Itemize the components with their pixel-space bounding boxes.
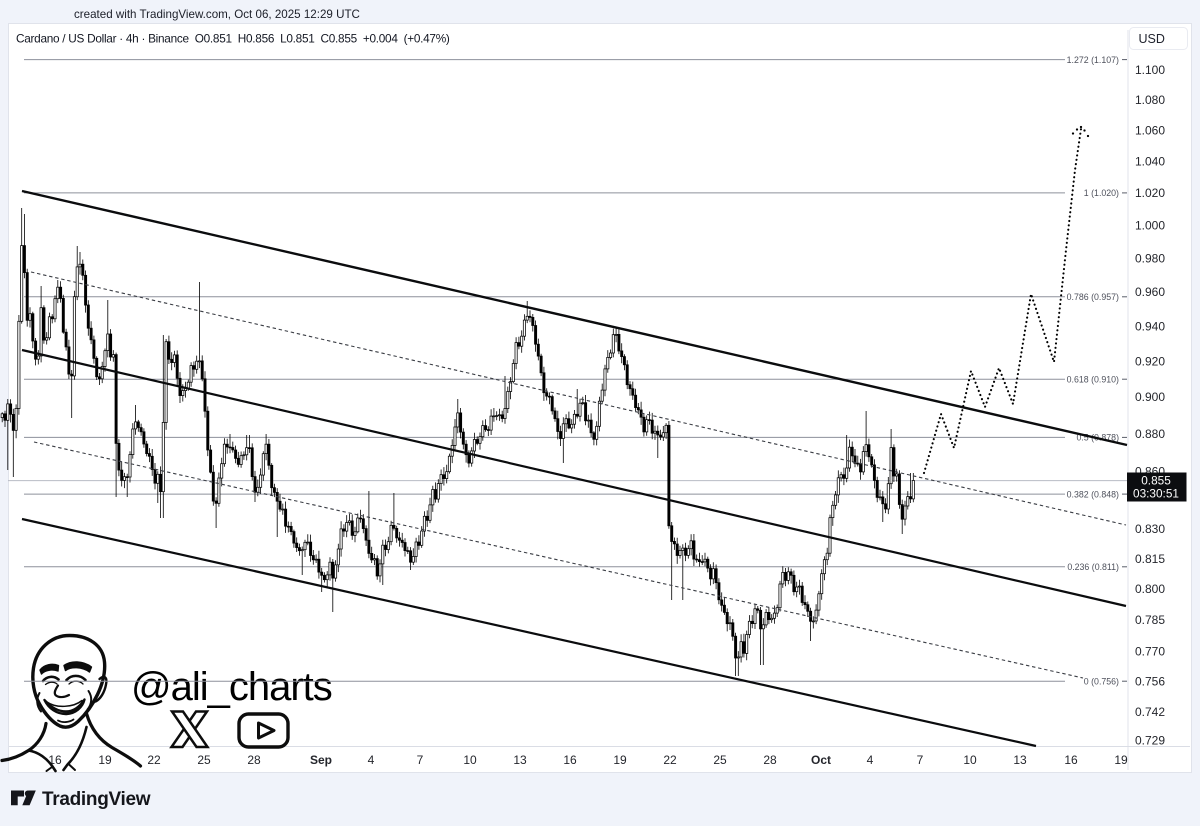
svg-text:0.800: 0.800 (1135, 582, 1165, 596)
svg-text:28: 28 (247, 753, 261, 767)
svg-text:13: 13 (513, 753, 527, 767)
svg-text:Oct: Oct (811, 753, 831, 767)
svg-text:0.756: 0.756 (1135, 674, 1165, 688)
svg-text:19: 19 (1114, 753, 1128, 767)
svg-text:TradingView: TradingView (42, 789, 151, 810)
svg-text:1.020: 1.020 (1135, 186, 1165, 200)
svg-text:1.272 (1.107): 1.272 (1.107) (1067, 55, 1119, 65)
svg-text:1 (1.020): 1 (1.020) (1084, 188, 1119, 198)
svg-text:0.940: 0.940 (1135, 319, 1165, 333)
svg-text:0.830: 0.830 (1135, 522, 1165, 536)
svg-text:0.786 (0.957): 0.786 (0.957) (1067, 292, 1119, 302)
svg-text:4: 4 (867, 753, 874, 767)
svg-text:19: 19 (613, 753, 627, 767)
svg-text:03:30:51: 03:30:51 (1133, 487, 1179, 501)
svg-text:10: 10 (463, 753, 477, 767)
svg-text:0.729: 0.729 (1135, 734, 1165, 748)
svg-text:0.382 (0.848): 0.382 (0.848) (1067, 489, 1119, 499)
svg-text:1.080: 1.080 (1135, 93, 1165, 107)
svg-text:USD: USD (1139, 32, 1165, 46)
svg-text:16: 16 (1064, 753, 1078, 767)
svg-text:0.900: 0.900 (1135, 390, 1165, 404)
svg-text:22: 22 (663, 753, 677, 767)
svg-text:10: 10 (963, 753, 977, 767)
svg-text:16: 16 (563, 753, 577, 767)
svg-text:25: 25 (197, 753, 211, 767)
svg-text:4: 4 (368, 753, 375, 767)
svg-text:22: 22 (147, 753, 161, 767)
svg-text:0.920: 0.920 (1135, 354, 1165, 368)
svg-text:1.060: 1.060 (1135, 124, 1165, 138)
svg-text:0.980: 0.980 (1135, 251, 1165, 265)
svg-text:7: 7 (917, 753, 924, 767)
svg-text:25: 25 (713, 753, 727, 767)
svg-text:0.742: 0.742 (1135, 705, 1165, 719)
svg-text:0.960: 0.960 (1135, 285, 1165, 299)
svg-text:0.236 (0.811): 0.236 (0.811) (1067, 562, 1119, 572)
svg-text:7: 7 (417, 753, 424, 767)
svg-text:0.618 (0.910): 0.618 (0.910) (1067, 374, 1119, 384)
svg-text:0.855: 0.855 (1141, 474, 1171, 488)
svg-text:1.040: 1.040 (1135, 155, 1165, 169)
svg-text:13: 13 (1013, 753, 1027, 767)
svg-text:0 (0.756): 0 (0.756) (1084, 676, 1119, 686)
svg-text:28: 28 (763, 753, 777, 767)
svg-text:1.100: 1.100 (1135, 63, 1165, 77)
svg-text:0.815: 0.815 (1135, 552, 1165, 566)
svg-text:0.770: 0.770 (1135, 644, 1165, 658)
svg-text:@ali_charts: @ali_charts (131, 665, 332, 709)
svg-text:19: 19 (98, 753, 112, 767)
svg-text:1.000: 1.000 (1135, 219, 1165, 233)
svg-text:Cardano / US Dollar · 4h · Bin: Cardano / US Dollar · 4h · Binance O0.85… (16, 32, 450, 46)
svg-text:0.880: 0.880 (1135, 427, 1165, 441)
svg-text:Sep: Sep (310, 753, 332, 767)
svg-text:0.785: 0.785 (1135, 613, 1165, 627)
svg-text:created with TradingView.com,: created with TradingView.com, Oct 06, 20… (74, 8, 360, 21)
